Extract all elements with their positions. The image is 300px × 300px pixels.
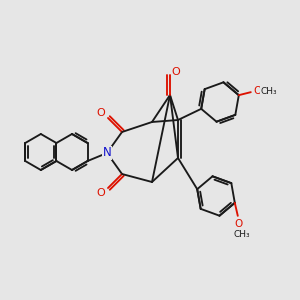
Text: O: O	[235, 219, 243, 229]
Text: O: O	[97, 108, 105, 118]
Text: O: O	[172, 67, 180, 77]
Text: N: N	[103, 146, 111, 160]
Text: CH₃: CH₃	[260, 87, 277, 96]
Text: O: O	[97, 188, 105, 198]
Text: CH₃: CH₃	[233, 230, 250, 239]
Text: O: O	[254, 86, 262, 96]
